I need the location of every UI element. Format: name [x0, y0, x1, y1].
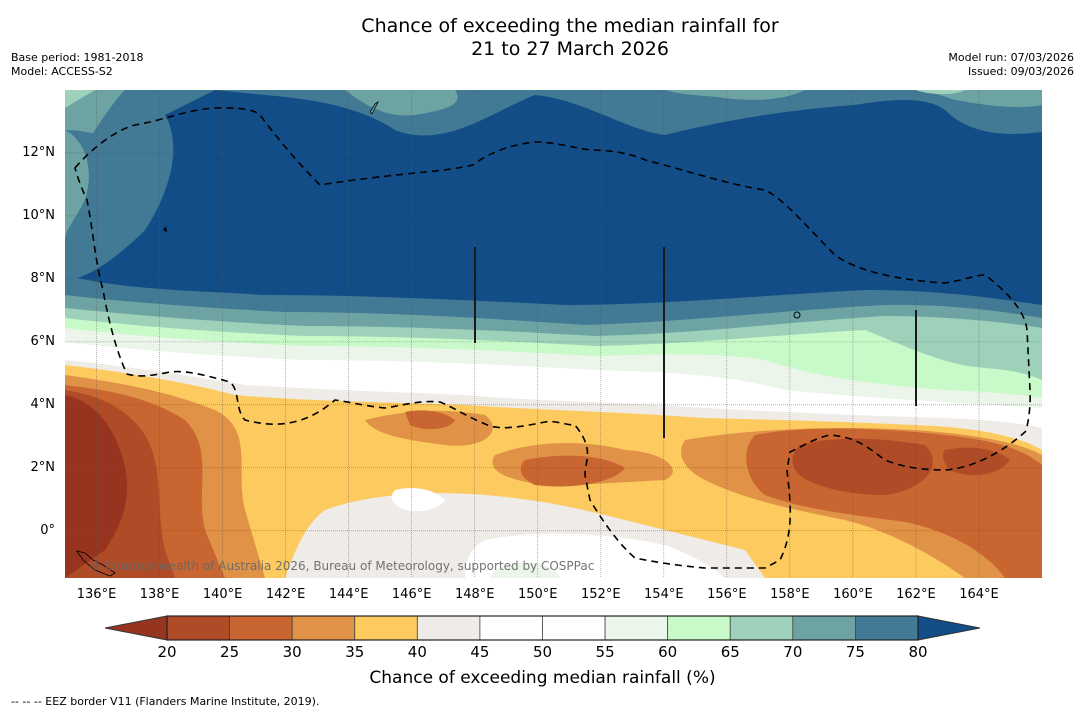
- colorbar-segment-60-65: [667, 615, 731, 641]
- rainfall-map: [65, 90, 1042, 578]
- lat-tick-label: 2°N: [30, 459, 56, 475]
- colorbar-tick-label: 50: [532, 643, 553, 661]
- lon-tick-label: 144°E: [328, 587, 369, 602]
- colorbar-segment-30-35: [291, 615, 356, 641]
- colorbar: [105, 615, 980, 641]
- colorbar-tick-label: 80: [908, 643, 928, 661]
- colorbar-segment-25-30: [229, 615, 293, 641]
- colorbar-title: Chance of exceeding median rainfall (%): [369, 668, 716, 688]
- model-run-date: Model run: 07/03/2026: [948, 51, 1074, 64]
- eez-legend-note: -- -- -- EEZ border V11 (Flanders Marine…: [11, 695, 320, 708]
- island-small-2: [163, 226, 167, 232]
- base-period: Base period: 1981-2018: [11, 51, 144, 64]
- band-20-25: [65, 390, 1010, 578]
- band-55-60-south-patch: [490, 562, 560, 578]
- lon-tick-label: 154°E: [644, 587, 684, 602]
- lon-tick-label: 136°E: [76, 587, 117, 602]
- lon-tick-label: 138°E: [139, 587, 180, 602]
- lon-tick-label: 146°E: [391, 587, 432, 602]
- colorbar-segment-75-80: [855, 615, 919, 641]
- colorbar-over-arrow: [917, 615, 980, 641]
- eez-border: [74, 107, 1031, 569]
- island-guam: [369, 100, 380, 115]
- lon-tick-label: 148°E: [454, 587, 495, 602]
- colorbar-tick-label: 20: [157, 643, 177, 661]
- colorbar-tick-label: 60: [658, 643, 678, 661]
- title-line-1: Chance of exceeding the median rainfall …: [361, 15, 779, 37]
- colorbar-segment-20-25: [166, 615, 230, 641]
- lat-tick-label: 8°N: [30, 270, 56, 286]
- colorbar-segment-55-60: [604, 615, 669, 641]
- lat-tick-label: 6°N: [30, 333, 56, 349]
- lon-tick-label: 152°E: [581, 587, 621, 602]
- colorbar-tick-label: 45: [470, 643, 490, 661]
- map-canvas: [65, 90, 1042, 578]
- colorbar-tick-label: 35: [345, 643, 365, 661]
- colorbar-tick-label: 70: [783, 643, 803, 661]
- lon-tick-label: 160°E: [833, 587, 873, 602]
- copyright-notice: © Commonwealth of Australia 2026, Bureau…: [89, 559, 595, 573]
- lon-tick-label: 140°E: [202, 587, 243, 602]
- lon-tick-label: 158°E: [770, 587, 810, 602]
- island-new-guinea-north: [76, 550, 116, 577]
- colorbar-frame: [166, 615, 919, 641]
- lon-tick-label: 142°E: [265, 587, 306, 602]
- island-small-1: [793, 311, 801, 319]
- colorbar-segment-50-55: [542, 615, 606, 641]
- colorbar-segment-65-70: [729, 615, 794, 641]
- lon-tick-label: 156°E: [707, 587, 747, 602]
- lon-tick-label: 164°E: [959, 587, 999, 602]
- colorbar-tick-label: 30: [282, 643, 302, 661]
- lat-tick-label: 10°N: [22, 207, 55, 223]
- lat-tick-label: 4°N: [30, 396, 56, 412]
- probability-bands: [65, 90, 1042, 578]
- graticule: [65, 90, 1042, 578]
- colorbar-segment-35-40: [354, 615, 418, 641]
- band-75-80-north: [65, 90, 1042, 280]
- lon-tick-label: 162°E: [896, 587, 936, 602]
- colorbar-segment-40-45: [416, 615, 481, 641]
- colorbar-tick-label: 55: [595, 643, 615, 661]
- band-25-30: [65, 385, 1042, 578]
- colorbar-tick-label: 65: [720, 643, 740, 661]
- model-name: Model: ACCESS-S2: [11, 65, 113, 78]
- colorbar-tick-label: 75: [845, 643, 865, 661]
- meta-right: Model run: 07/03/2026 Issued: 09/03/2026: [948, 51, 1074, 79]
- meta-left: Base period: 1981-2018 Model: ACCESS-S2: [11, 51, 143, 79]
- lat-tick-label: 0°: [40, 522, 55, 538]
- title-line-2: 21 to 27 March 2026: [471, 38, 669, 60]
- map-title: Chance of exceeding the median rainfall …: [0, 15, 1085, 61]
- colorbar-tick-label: 40: [407, 643, 427, 661]
- lat-tick-label: 12°N: [22, 144, 55, 160]
- colorbar-tick-label: 25: [220, 643, 240, 661]
- issued-date: Issued: 09/03/2026: [967, 65, 1074, 78]
- band-under-20: [65, 395, 128, 578]
- colorbar-segment-70-75: [792, 615, 856, 641]
- colorbar-under-arrow: [105, 615, 168, 641]
- colorbar-segment-45-50: [479, 615, 543, 641]
- band-white-south-patch: [391, 488, 725, 578]
- band-70-75-west: [65, 130, 89, 240]
- lon-tick-label: 150°E: [517, 587, 558, 602]
